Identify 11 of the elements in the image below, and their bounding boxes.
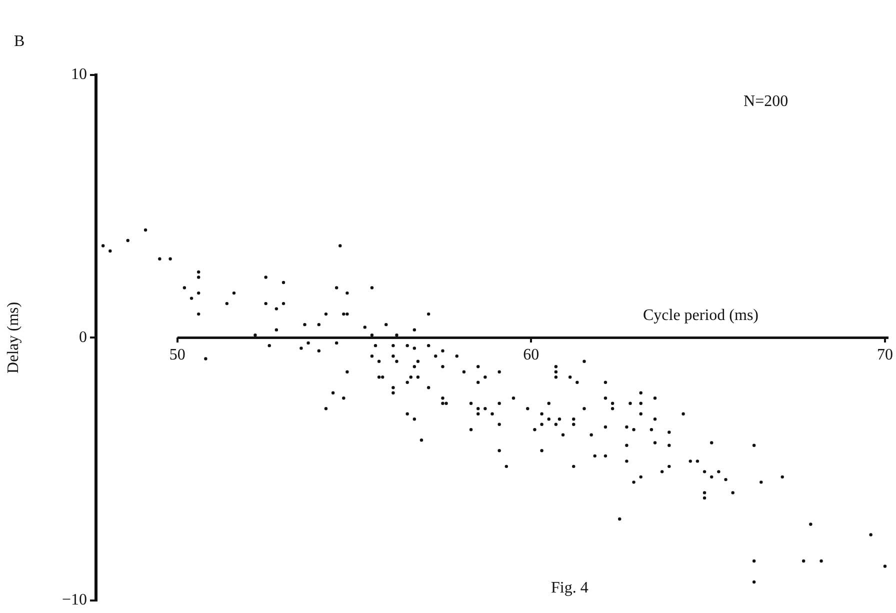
x-tick-label: 50 [169,346,186,364]
annotation: N=200 [744,93,788,110]
y-tick-label: 10 [71,66,87,84]
x-tick-label: 70 [876,346,893,364]
annotation: Fig. 4 [551,580,588,597]
y-tick-label: 0 [79,328,87,346]
text: B [14,33,25,50]
y-axis-title: Delay (ms) [4,302,22,374]
x-tick-label: 60 [523,346,540,364]
y-tick-label: −10 [62,592,87,609]
x-axis-title: Cycle period (ms) [642,306,759,324]
